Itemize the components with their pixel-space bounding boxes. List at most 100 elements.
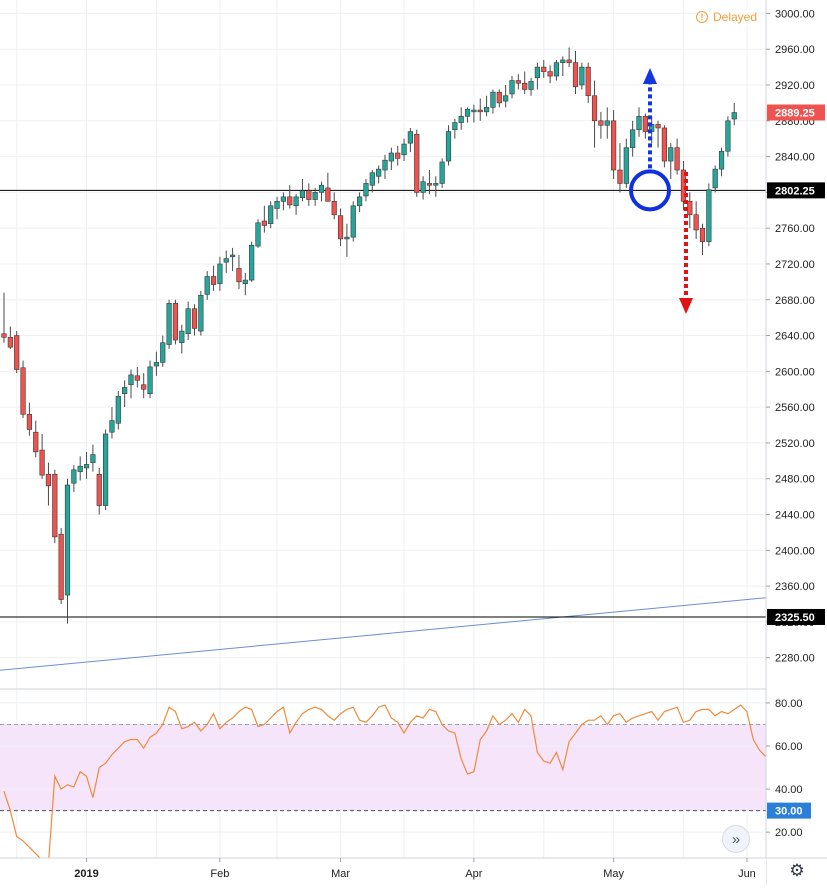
candle-body	[452, 122, 458, 131]
candle-body	[496, 91, 502, 104]
candle-body	[115, 396, 121, 424]
price-line-badge	[767, 608, 825, 625]
candle-body	[90, 454, 96, 463]
candle-body	[706, 189, 712, 242]
candle-body	[610, 120, 617, 171]
candle-body	[52, 473, 58, 538]
candle-body	[630, 129, 636, 148]
candle-body	[376, 168, 382, 177]
candle-body	[566, 59, 572, 63]
scroll-to-realtime-button[interactable]: »	[722, 825, 750, 853]
candle-body	[344, 236, 350, 240]
candle-body	[604, 120, 610, 126]
candle-body	[7, 337, 13, 348]
rsi-band	[0, 724, 766, 811]
candle-body	[312, 192, 318, 200]
candle-body	[204, 276, 210, 295]
time-axis-background	[0, 858, 766, 885]
candle-body	[14, 335, 20, 370]
candle-body	[147, 366, 153, 395]
candle-body	[560, 59, 566, 63]
time-tick-label: May	[603, 868, 624, 880]
candle-body	[585, 66, 591, 97]
price-line-badge	[767, 182, 825, 199]
candle-body	[58, 533, 64, 600]
candle-body	[236, 268, 242, 283]
candle-body	[541, 66, 547, 72]
rsi-tick-label: 80.00	[775, 698, 803, 710]
candle-body	[141, 384, 147, 390]
candle-body	[45, 473, 52, 487]
up-arrow-head	[643, 68, 657, 84]
candle-body	[687, 201, 693, 216]
candle-body	[350, 205, 356, 238]
price-tick-label: 2760.00	[775, 223, 815, 235]
candle-body	[414, 133, 420, 193]
price-tick-label: 2480.00	[775, 474, 815, 486]
candle-body	[223, 258, 229, 263]
candle-body	[401, 143, 407, 156]
candle-body	[617, 169, 623, 184]
candle-body	[331, 201, 337, 216]
price-line-label: 2325.50	[775, 612, 815, 624]
candle-body	[439, 161, 445, 184]
delayed-indicator[interactable]: ! Delayed	[696, 8, 758, 26]
candle-body	[198, 294, 204, 332]
candle-body	[122, 387, 128, 395]
candle-body	[217, 263, 223, 284]
candle-body	[477, 109, 483, 113]
candle-body	[1, 333, 7, 338]
candle-body	[464, 108, 471, 117]
candle-body	[71, 469, 77, 484]
trendline	[0, 597, 767, 671]
candle-body	[534, 66, 540, 79]
candle-body	[299, 190, 306, 199]
candle-body	[712, 168, 718, 189]
candle-body	[725, 120, 731, 152]
double-chevron-right-icon: »	[731, 830, 741, 848]
candle-body	[20, 367, 26, 415]
price-tick-label: 2680.00	[775, 295, 815, 307]
price-tick-label: 2920.00	[775, 80, 815, 92]
candle-body	[572, 62, 579, 88]
candle-body	[591, 95, 598, 122]
time-tick-label: Jun	[738, 868, 756, 880]
price-tick-label: 2960.00	[775, 44, 815, 56]
candle-body	[636, 116, 642, 131]
candle-body	[515, 80, 521, 84]
candle-body	[693, 214, 699, 231]
candle-body	[64, 484, 71, 596]
time-tick-label: 2019	[74, 868, 98, 880]
price-tick-label: 3000.00	[775, 8, 815, 20]
gear-icon[interactable]: ⚙	[789, 861, 805, 880]
candle-body	[553, 62, 560, 77]
time-tick-label: Mar	[331, 868, 350, 880]
candle-body	[579, 66, 585, 86]
candle-body	[395, 152, 401, 159]
price-tick-label: 2600.00	[775, 366, 815, 378]
candle-body	[458, 116, 464, 123]
candle-body	[210, 276, 217, 285]
candle-body	[325, 187, 331, 202]
candle-body	[509, 80, 515, 95]
rsi-tick-label: 20.00	[775, 827, 803, 839]
price-tick-label: 2360.00	[775, 581, 815, 593]
candle-body	[280, 196, 287, 202]
candle-body	[661, 127, 667, 162]
candle-body	[388, 152, 394, 162]
candle-body	[255, 222, 261, 247]
circle-annotation	[629, 169, 671, 212]
candle-body	[83, 464, 90, 469]
candle-body	[185, 308, 191, 335]
price-tick-label: 2720.00	[775, 259, 815, 271]
candle-body	[426, 183, 433, 186]
candle-body	[191, 308, 198, 329]
price-tick-label: 2560.00	[775, 402, 815, 414]
candle-body	[718, 150, 725, 170]
candle-body	[337, 215, 344, 240]
candle-body	[382, 159, 388, 171]
candle-body	[547, 71, 553, 77]
candle-body	[503, 95, 509, 102]
